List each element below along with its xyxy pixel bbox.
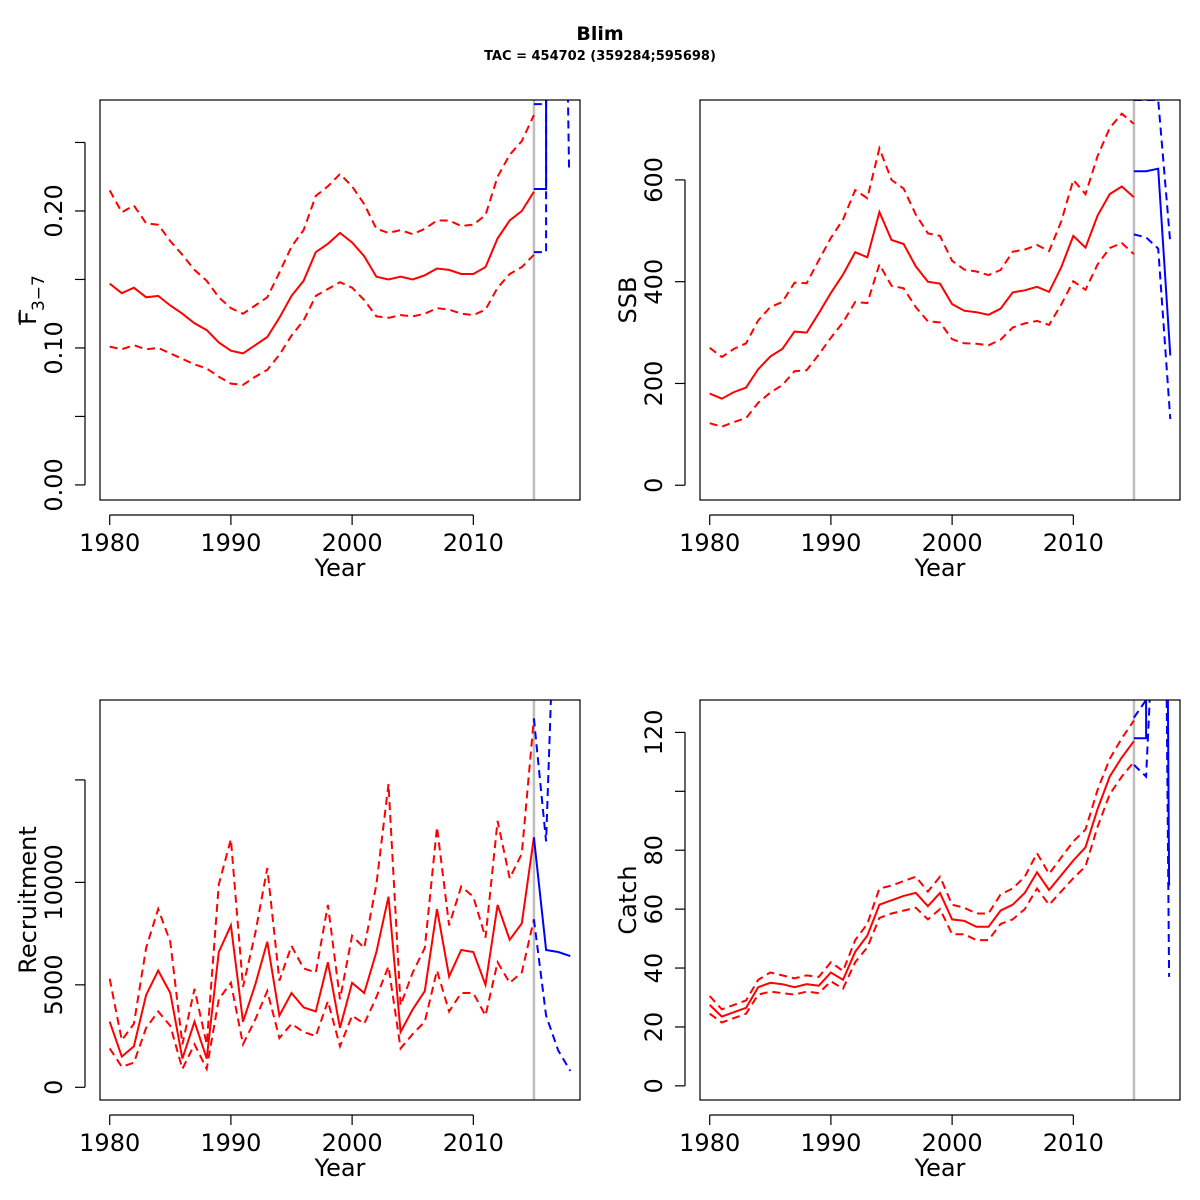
x-tick-label: 1990 <box>800 529 861 557</box>
x-tick-label: 2010 <box>443 1129 504 1157</box>
historic-lower-line <box>709 241 1135 428</box>
forecast-upper-line <box>532 700 552 842</box>
y-tick-label: 0 <box>40 1080 68 1095</box>
historic-lower-line <box>108 919 535 1073</box>
x-tick-label: 1980 <box>679 1129 740 1157</box>
x-axis-label: Year <box>914 554 966 582</box>
x-axis-label: Year <box>314 1154 366 1182</box>
historic-upper-line <box>708 720 1135 1011</box>
forecast-median-line <box>1133 700 1148 740</box>
y-tick-label: 0.20 <box>40 184 68 237</box>
forecast-tail-line <box>566 100 571 172</box>
y-axis-label: SSB <box>614 277 642 324</box>
x-tick-label: 2010 <box>1043 1129 1104 1157</box>
forecast-upper-line <box>1133 700 1147 719</box>
plot-area-fbar <box>108 100 571 500</box>
x-tick-label: 1990 <box>800 1129 861 1157</box>
plot-area-ssb <box>709 100 1172 500</box>
x-tick-label: 1980 <box>679 529 740 557</box>
x-tick-label: 2000 <box>922 529 983 557</box>
forecast-upper-line <box>1133 100 1172 244</box>
x-axis-label: Year <box>314 554 366 582</box>
y-tick-label: 400 <box>640 259 668 305</box>
y-tick-label: 0.10 <box>40 321 68 374</box>
figure-subtitle: TAC = 454702 (359284;595698) <box>484 49 716 64</box>
forecast-lower-line <box>1133 700 1151 779</box>
forecast-lower-line <box>533 100 548 254</box>
plot-frame <box>699 699 1181 1101</box>
plot-frame <box>99 699 581 1101</box>
y-tick-label: 10000 <box>40 844 68 920</box>
x-tick-label: 1980 <box>79 1129 140 1157</box>
plot-area-recruitment <box>108 700 572 1100</box>
x-tick-label: 2000 <box>922 1129 983 1157</box>
forecast-median-line <box>1133 167 1172 356</box>
y-tick-label: 0 <box>640 478 668 493</box>
x-axis-label: Year <box>914 1154 966 1182</box>
historic-upper-line <box>108 718 535 1045</box>
y-tick-label: 60 <box>640 894 668 925</box>
historic-median-line <box>109 191 535 355</box>
forecast-lower-line <box>1133 233 1172 420</box>
y-axis-label: Recruitment <box>14 826 42 973</box>
plot-frame <box>699 99 1181 501</box>
x-tick-label: 2010 <box>1043 529 1104 557</box>
forecast-tail-lower-line <box>1165 700 1171 977</box>
y-tick-label: 600 <box>640 157 668 203</box>
y-tick-label: 120 <box>640 709 668 755</box>
panel-recruitment: 1980 1990 2000 2010 0 5000 10000 Year Recruitmen… <box>14 699 581 1182</box>
panels: 1980 1990 2000 20100.000.100.20YearF3−71980… <box>14 99 1181 1182</box>
y-tick-label: 0 <box>640 1078 668 1093</box>
y-tick-label: 200 <box>640 361 668 407</box>
y-tick-label: 0.00 <box>40 458 68 511</box>
y-tick-label: 20 <box>640 1012 668 1043</box>
plot-frame <box>99 99 581 501</box>
plot-area-catch <box>708 700 1171 1100</box>
x-tick-label: 1990 <box>200 529 261 557</box>
forecast-lower-line <box>532 919 572 1072</box>
x-tick-label: 1990 <box>200 1129 261 1157</box>
historic-median-line <box>108 837 535 1059</box>
y-axis-label-subscript: 3−7 <box>29 275 49 311</box>
historic-lower-line <box>109 254 535 386</box>
forecast-upper-line <box>533 100 548 106</box>
forecast-median-line <box>533 100 548 190</box>
historic-median-line <box>709 185 1135 400</box>
panel-ssb: 1980 1990 2000 2010 0 200 400 600 Year SSB <box>614 99 1181 582</box>
panel-catch: 1980 1990 2000 2010 0 20 40 60 80 120 Year Catch <box>614 699 1181 1182</box>
forecast-median-line <box>532 837 571 958</box>
y-tick-label: 40 <box>640 953 668 984</box>
y-axis-label: Catch <box>614 865 642 934</box>
x-tick-label: 2000 <box>322 529 383 557</box>
figure-title: Blim <box>576 23 623 45</box>
y-tick-label: 5000 <box>40 954 68 1015</box>
historic-upper-line <box>709 112 1135 359</box>
historic-median-line <box>709 740 1135 1018</box>
historic-lower-line <box>709 761 1135 1024</box>
historic-upper-line <box>108 114 535 315</box>
x-tick-label: 2010 <box>443 529 504 557</box>
y-tick-label: 80 <box>640 835 668 866</box>
x-tick-label: 2000 <box>322 1129 383 1157</box>
x-tick-label: 1980 <box>79 529 140 557</box>
